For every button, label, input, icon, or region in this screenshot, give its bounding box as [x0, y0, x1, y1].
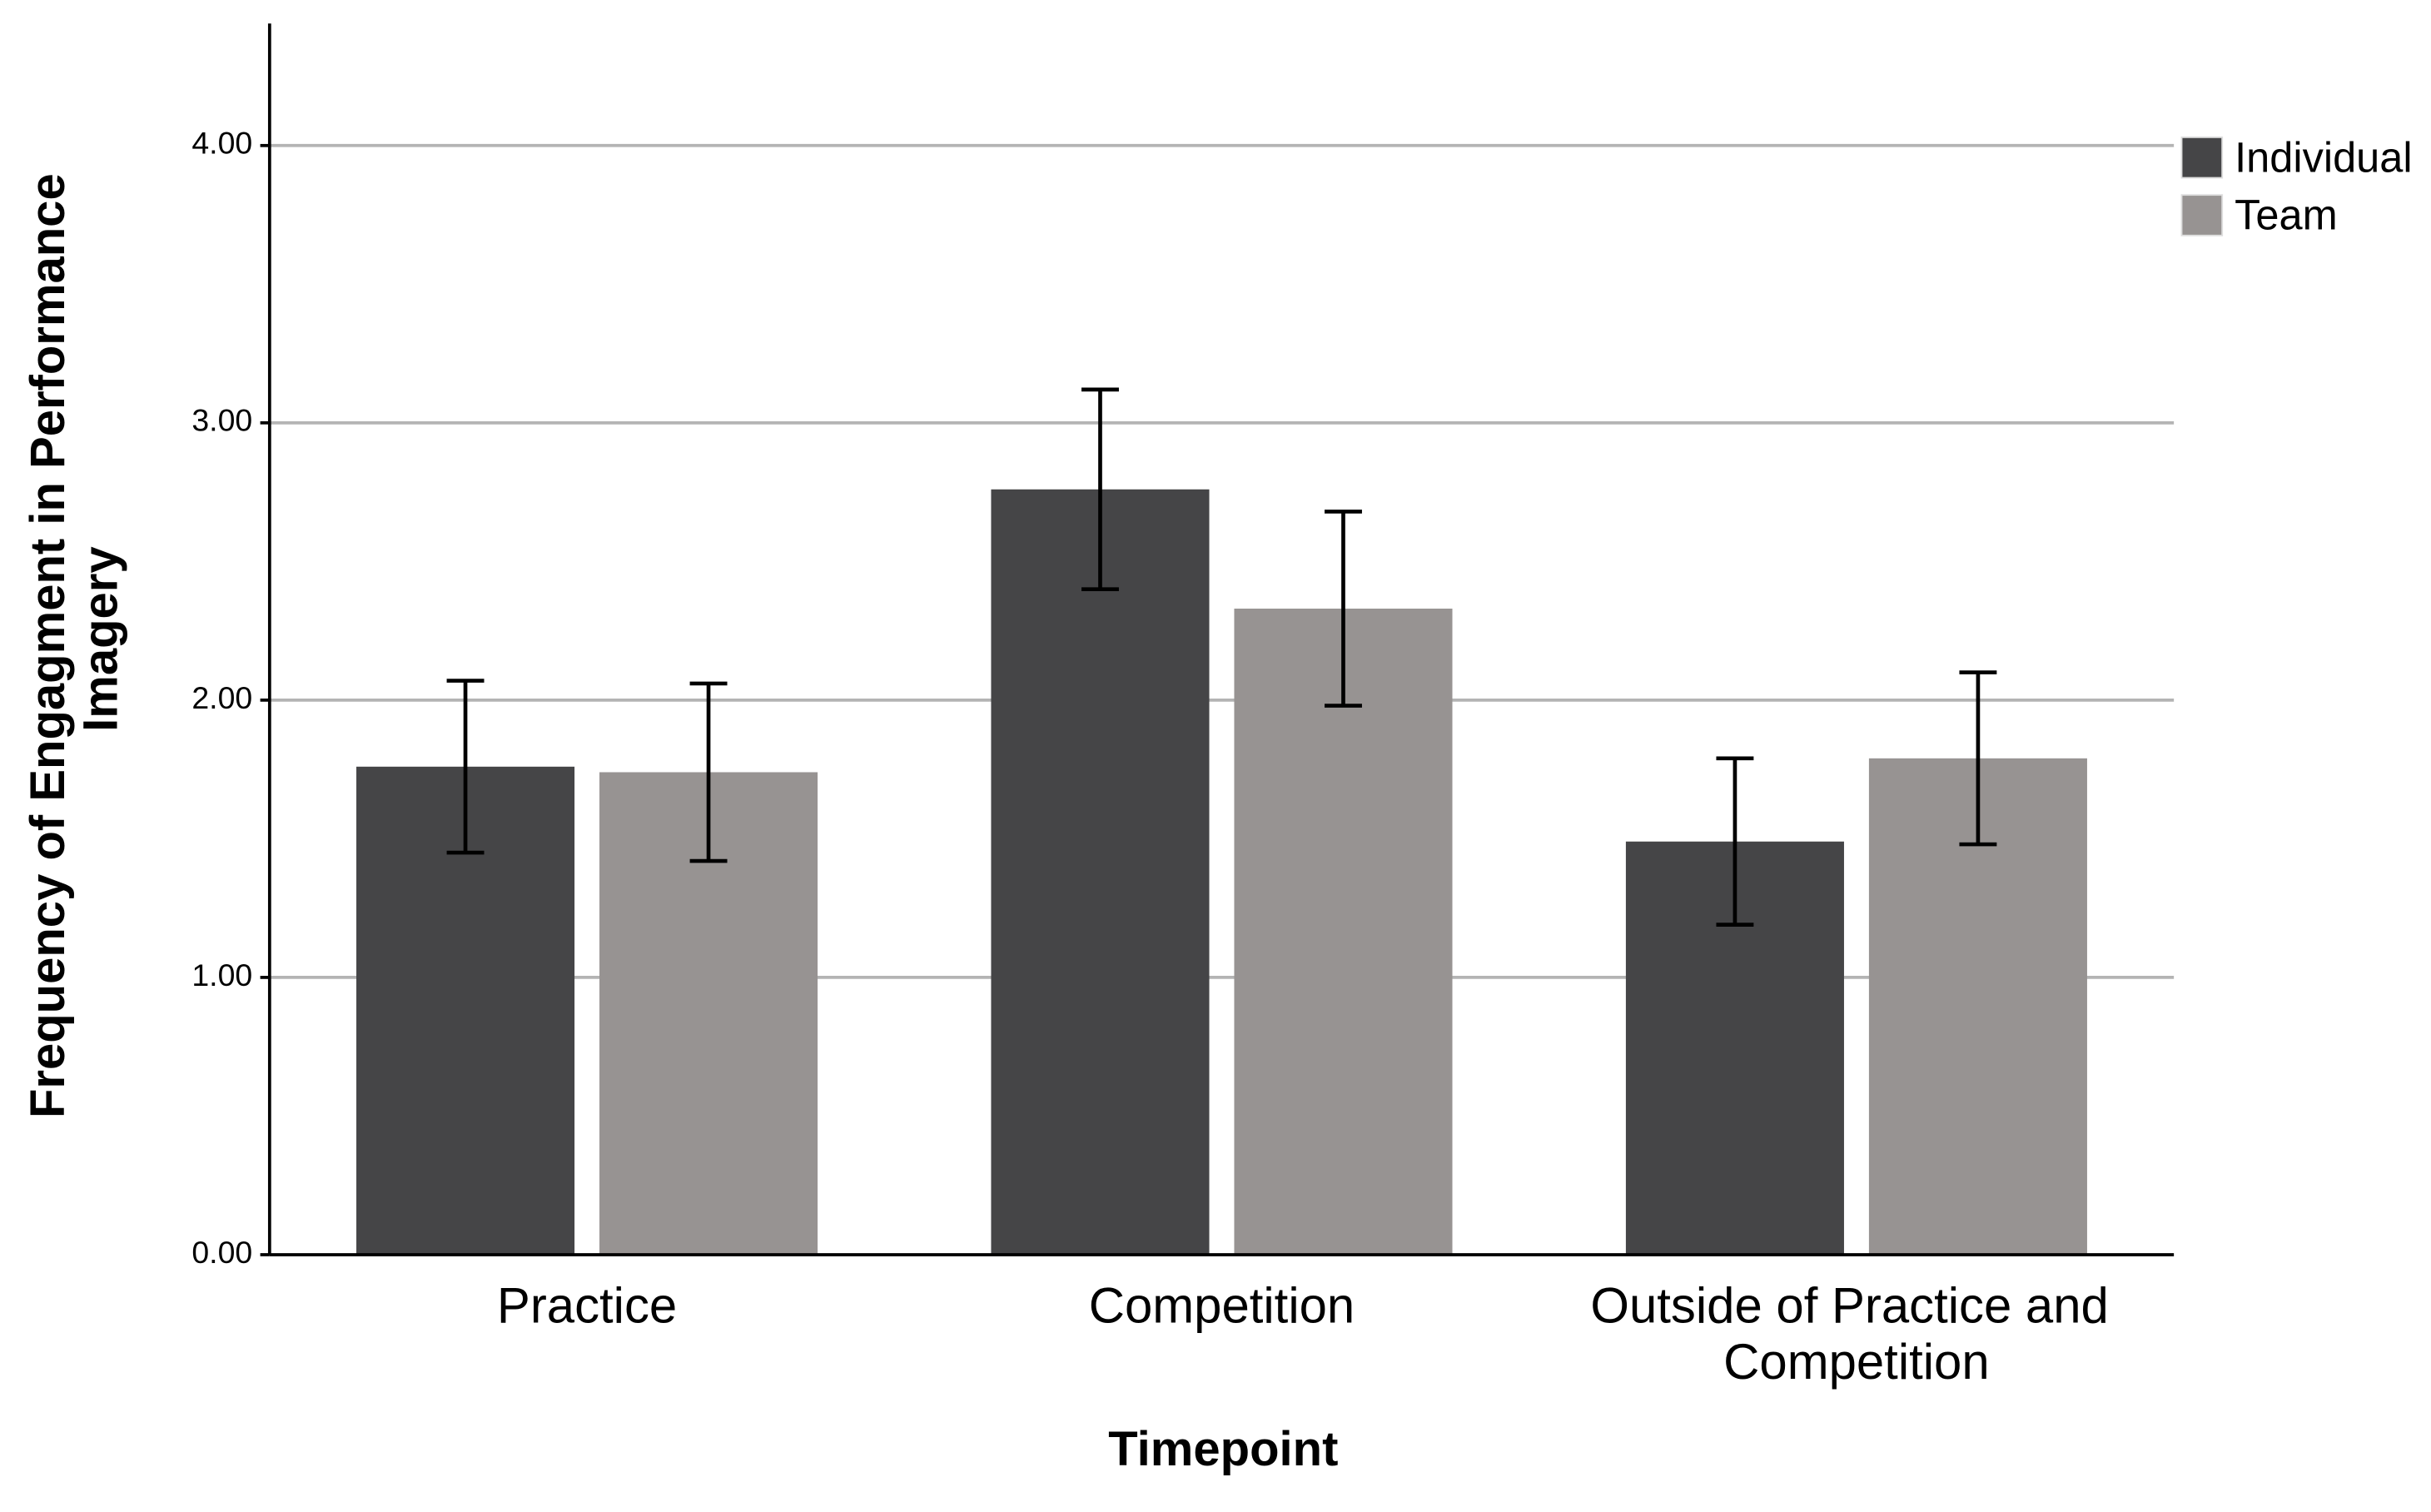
legend-label: Team — [2235, 191, 2338, 239]
legend-swatch — [2180, 136, 2224, 179]
error-bar — [446, 679, 485, 855]
x-tick-label: Competition — [1089, 1277, 1355, 1333]
bar — [991, 489, 1210, 1255]
bar — [1234, 608, 1453, 1255]
error-bar — [1081, 387, 1119, 592]
error-bar — [689, 681, 728, 863]
x-axis-title: Timepoint — [1108, 1422, 1338, 1476]
error-bar — [1325, 510, 1362, 708]
error-bar — [1959, 670, 1997, 847]
y-tick-label: 0.00 — [191, 1235, 252, 1270]
y-axis-title: Frequency of Engagment in Performance Im… — [21, 160, 128, 1118]
x-tick-label: Practice — [497, 1277, 677, 1333]
y-tick-label: 3.00 — [191, 403, 252, 438]
legend-swatch — [2180, 194, 2224, 236]
y-tick-label: 1.00 — [191, 957, 252, 992]
x-tick-label: Outside of Practice and Competition — [1590, 1277, 2122, 1389]
error-bar — [1716, 756, 1754, 927]
legend-label: Individual — [2235, 133, 2412, 181]
y-tick-label: 2.00 — [191, 680, 252, 715]
y-tick-label: 4.00 — [191, 126, 252, 161]
